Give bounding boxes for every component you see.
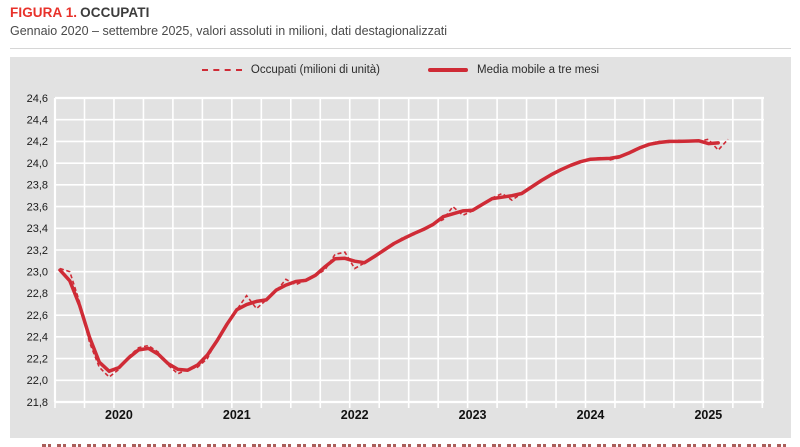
y-tick-label: 23,6: [27, 201, 48, 213]
legend-item-occupati: Occupati (milioni di unità): [201, 64, 381, 76]
x-axis-ticks: [54, 402, 764, 408]
header-divider: [10, 48, 791, 49]
y-tick-label: 24,0: [27, 158, 48, 170]
figure-subtitle: Gennaio 2020 – settembre 2025, valori as…: [10, 24, 448, 38]
legend-item-media-mobile: Media mobile a tre mesi: [428, 64, 599, 76]
y-tick-label: 22,0: [27, 375, 48, 387]
solid-line-swatch: [428, 68, 469, 72]
figure-title-line: FIGURA 1. OCCUPATI: [10, 5, 447, 20]
y-tick-label: 24,6: [27, 93, 48, 105]
gridlines: [53, 96, 764, 404]
x-tick-label: 2022: [341, 408, 369, 422]
y-tick-label: 22,8: [27, 288, 48, 300]
chart-legend: Occupati (milioni di unità) Media mobile…: [10, 64, 791, 76]
clipped-text-strip: [42, 444, 792, 447]
y-axis-labels: 24,6 24,4 24,2 24,0 23,8 23,6 23,4 23,2 23,0 22,8…: [27, 93, 48, 409]
y-tick-label: 22,6: [27, 310, 48, 322]
series-media-mobile-solid-line: [58, 138, 720, 373]
x-tick-label: 2025: [694, 408, 722, 422]
y-tick-label: 23,0: [27, 267, 48, 279]
x-tick-label: 2024: [577, 408, 605, 422]
y-tick-label: 23,2: [27, 245, 48, 257]
legend-label-media-mobile: Media mobile a tre mesi: [477, 64, 600, 76]
line-chart: 24,6 24,4 24,2 24,0 23,8 23,6 23,4 23,2 23,0 22,8…: [27, 93, 764, 422]
y-tick-label: 21,8: [27, 397, 48, 409]
x-tick-label: 2021: [223, 408, 251, 422]
figure-number-label: FIGURA 1.: [10, 5, 78, 20]
dashed-line-swatch: [201, 69, 242, 71]
figure-title: OCCUPATI: [80, 5, 150, 20]
legend-label-occupati: Occupati (milioni di unità): [250, 64, 381, 76]
x-axis-labels: 2020 2021 2022 2023 2024 2025: [105, 408, 722, 422]
y-tick-label: 22,2: [27, 353, 48, 365]
y-tick-label: 23,4: [27, 223, 48, 235]
x-tick-label: 2023: [459, 408, 487, 422]
y-tick-label: 23,8: [27, 180, 48, 192]
chart-panel: 24,6 24,4 24,2 24,0 23,8 23,6 23,4 23,2 23,0 22,8…: [10, 57, 791, 438]
y-tick-label: 24,4: [27, 115, 48, 127]
y-tick-label: 24,2: [27, 136, 48, 148]
figure-header: FIGURA 1. OCCUPATI Gennaio 2020 – settemb…: [10, 5, 447, 38]
x-tick-label: 2020: [105, 408, 133, 422]
y-tick-label: 22,4: [27, 332, 48, 344]
